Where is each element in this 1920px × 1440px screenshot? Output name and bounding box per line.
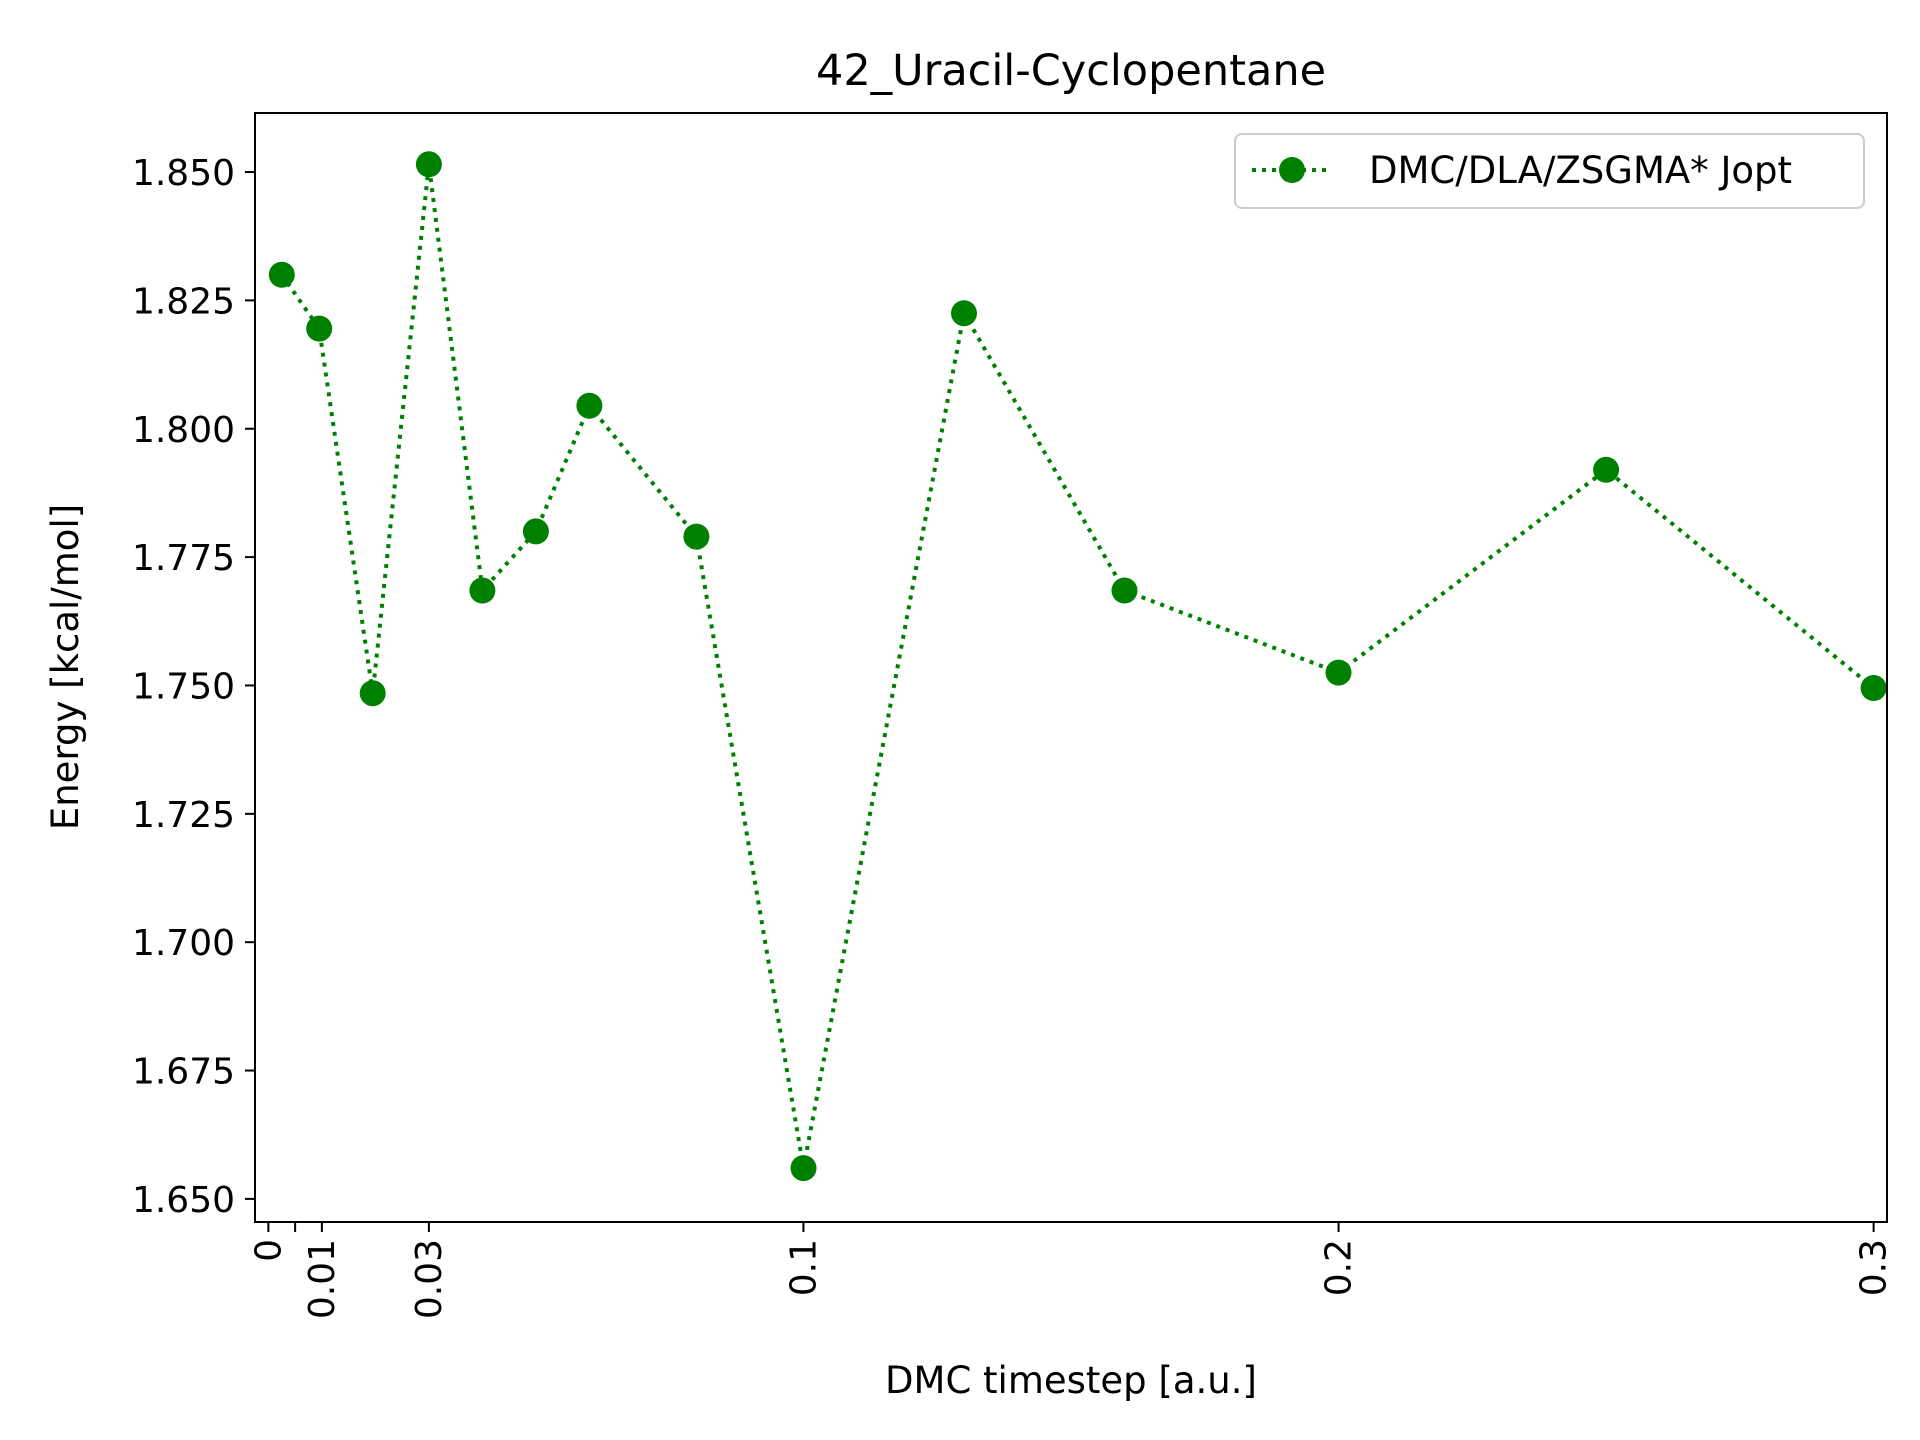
data-point — [1111, 577, 1138, 604]
x-axis-ticks: 0 0.01 0.03 0.1 0.2 0.3 — [248, 1222, 1895, 1319]
data-point — [306, 315, 333, 342]
plot-area — [255, 113, 1887, 1222]
legend-label: DMC/DLA/ZSGMA* Jopt — [1369, 149, 1792, 192]
x-axis-title: DMC timestep [a.u.] — [885, 1359, 1257, 1402]
data-point — [359, 680, 386, 707]
x-tick-label: 0.2 — [1319, 1239, 1360, 1296]
y-axis-title: Energy [kcal/mol] — [44, 504, 87, 830]
data-point — [469, 577, 496, 604]
y-tick-label: 1.850 — [132, 153, 235, 194]
data-point — [268, 261, 295, 288]
legend-box — [1234, 133, 1865, 209]
y-tick-label: 1.675 — [132, 1052, 235, 1093]
data-point — [683, 523, 710, 550]
legend: DMC/DLA/ZSGMA* Jopt — [1234, 133, 1865, 209]
x-tick-label: 0.1 — [783, 1239, 824, 1296]
data-point — [415, 151, 442, 178]
x-tick-label: 0.03 — [409, 1239, 450, 1319]
data-point — [1860, 675, 1887, 701]
series-line — [280, 164, 1875, 1169]
data-point — [951, 300, 977, 327]
data-point — [522, 518, 549, 545]
legend-marker-sample — [1279, 157, 1305, 183]
y-tick-label: 1.800 — [132, 410, 235, 451]
y-axis-ticks: 1.650 1.675 1.700 1.725 1.750 1.775 1.800 1.825… — [132, 153, 255, 1221]
y-tick-label: 1.700 — [132, 923, 235, 964]
y-tick-label: 1.650 — [132, 1180, 235, 1221]
x-tick-label: 0 — [248, 1239, 289, 1262]
data-point — [1325, 659, 1352, 686]
y-tick-label: 1.775 — [132, 538, 235, 579]
data-point — [1593, 456, 1620, 483]
x-tick-label: 0.01 — [302, 1239, 343, 1319]
y-tick-label: 1.725 — [132, 795, 235, 836]
y-tick-label: 1.750 — [132, 666, 235, 707]
x-tick-label: 0.3 — [1854, 1239, 1895, 1296]
chart-title: 42_Uracil-Cyclopentane — [816, 46, 1326, 96]
data-point — [576, 392, 603, 419]
data-point — [790, 1155, 817, 1182]
series-layer — [268, 151, 1887, 1182]
plot-frame — [254, 112, 1888, 1223]
y-tick-label: 1.825 — [132, 281, 235, 322]
